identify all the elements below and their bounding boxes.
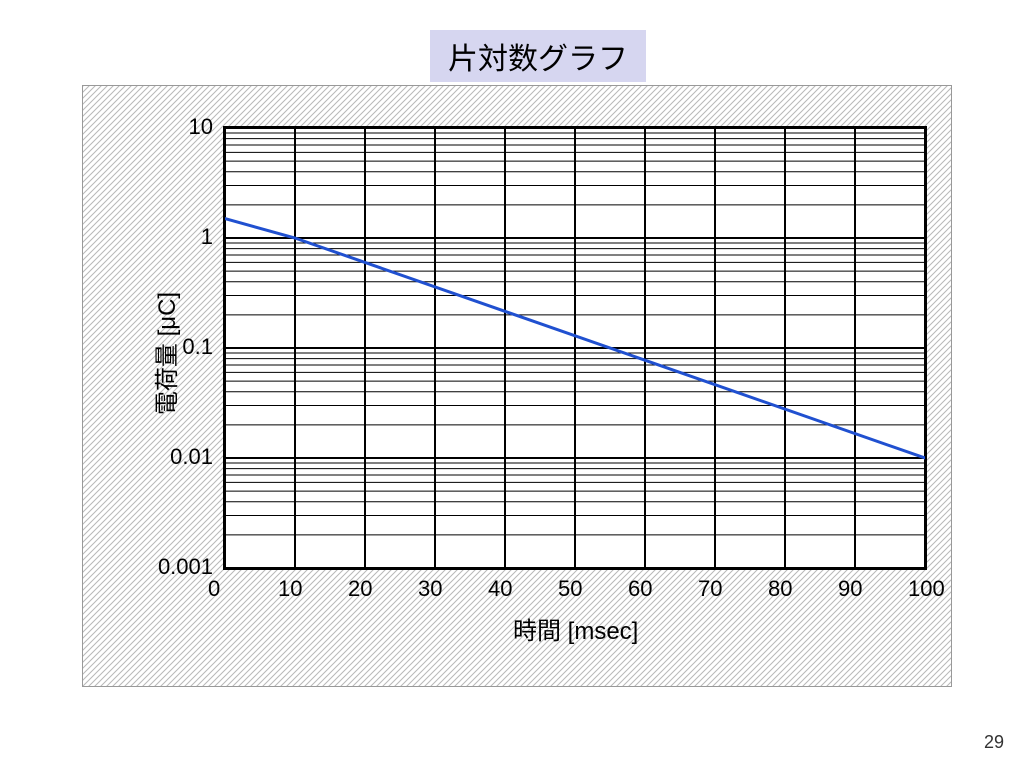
y-tick-label: 1 [201,224,213,250]
x-tick-label: 80 [768,576,792,602]
x-tick-label: 90 [838,576,862,602]
x-tick-label: 40 [488,576,512,602]
x-tick-label: 20 [348,576,372,602]
plot-area [223,126,927,570]
chart-title: 片対数グラフ [430,30,646,82]
x-tick-label: 30 [418,576,442,602]
y-tick-label: 10 [189,114,213,140]
x-tick-label: 60 [628,576,652,602]
x-tick-label: 70 [698,576,722,602]
plot-svg [225,128,925,568]
y-tick-label: 0.01 [170,444,213,470]
x-tick-label: 0 [208,576,220,602]
chart-panel: 0.001 0.01 0.1 1 10 0 10 20 30 40 50 60 70 80 90 100 電… [82,85,952,687]
slide: 片対数グラフ 0.001 0.01 0.1 1 10 0 10 20 30 40 50 60 70 80… [0,0,1024,768]
x-tick-label: 50 [558,576,582,602]
page-number: 29 [984,732,1004,753]
y-axis-title: 電荷量 [μC] [147,292,182,415]
x-tick-label: 100 [908,576,945,602]
y-tick-label: 0.001 [158,554,213,580]
x-tick-label: 10 [278,576,302,602]
x-axis-title: 時間 [msec] [513,611,638,646]
y-tick-label: 0.1 [182,334,213,360]
